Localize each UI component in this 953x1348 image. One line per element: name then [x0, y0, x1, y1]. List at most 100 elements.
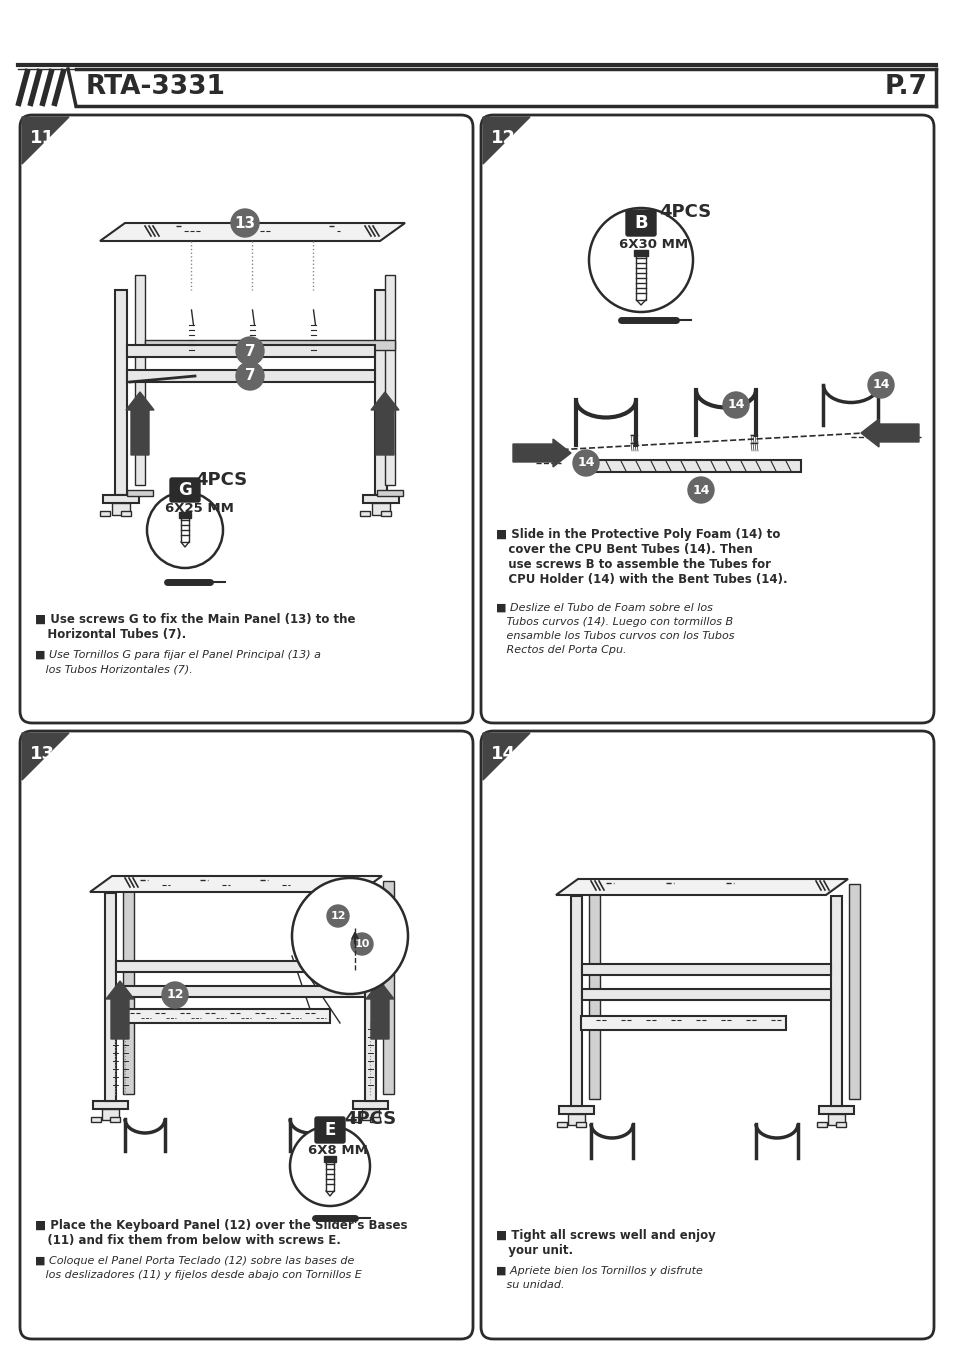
Polygon shape — [556, 879, 847, 895]
Text: ■ Deslize el Tubo de Foam sobre el los: ■ Deslize el Tubo de Foam sobre el los — [496, 603, 712, 613]
Text: Tubos curvos (14). Luego con tormillos B: Tubos curvos (14). Luego con tormillos B — [496, 617, 732, 627]
Bar — [567, 1113, 584, 1126]
Text: ■ Slide in the Protective Poly Foam (14) to: ■ Slide in the Protective Poly Foam (14)… — [496, 528, 780, 541]
Bar — [581, 989, 830, 1000]
Bar — [121, 511, 131, 516]
Text: (11) and fix them from below with screws E.: (11) and fix them from below with screws… — [35, 1233, 340, 1247]
Text: ■ Use screws G to fix the Main Panel (13) to the: ■ Use screws G to fix the Main Panel (13… — [35, 613, 355, 625]
FancyBboxPatch shape — [314, 1117, 345, 1143]
Bar — [135, 275, 145, 485]
Circle shape — [687, 477, 713, 503]
Text: Rectos del Porta Cpu.: Rectos del Porta Cpu. — [496, 644, 626, 655]
Text: 14: 14 — [871, 379, 889, 391]
Bar — [145, 340, 395, 350]
FancyBboxPatch shape — [625, 210, 656, 236]
Bar — [588, 884, 599, 1099]
Bar — [116, 961, 365, 972]
Circle shape — [231, 209, 258, 237]
Text: 7: 7 — [244, 344, 255, 359]
Bar — [558, 1105, 594, 1113]
Bar — [359, 511, 370, 516]
Bar — [370, 1117, 379, 1122]
Text: su unidad.: su unidad. — [496, 1281, 564, 1290]
FancyBboxPatch shape — [20, 731, 473, 1339]
Text: B: B — [634, 214, 647, 232]
Text: 12: 12 — [491, 129, 516, 147]
Bar — [634, 249, 647, 256]
Bar — [127, 369, 375, 381]
Text: 14: 14 — [726, 399, 744, 411]
Text: 7: 7 — [244, 368, 255, 383]
Circle shape — [290, 1126, 370, 1206]
Text: 14: 14 — [491, 745, 516, 763]
Bar — [365, 892, 375, 1101]
Text: 4PCS: 4PCS — [659, 204, 711, 221]
Bar — [382, 882, 394, 1095]
Bar — [110, 1117, 120, 1122]
Bar — [127, 345, 375, 357]
Bar — [835, 1122, 845, 1127]
Circle shape — [235, 363, 264, 390]
Text: RTA-3331: RTA-3331 — [86, 74, 226, 101]
Bar — [112, 503, 130, 515]
Bar — [115, 1010, 330, 1023]
Bar — [103, 495, 139, 503]
Text: ■ Use Tornillos G para fijar el Panel Principal (13) a: ■ Use Tornillos G para fijar el Panel Pr… — [35, 650, 320, 661]
Bar — [848, 884, 859, 1099]
Text: 13: 13 — [30, 745, 55, 763]
Polygon shape — [482, 117, 530, 164]
Text: 12: 12 — [330, 911, 345, 921]
Polygon shape — [100, 222, 405, 241]
Circle shape — [147, 492, 223, 568]
Bar — [557, 1122, 566, 1127]
Circle shape — [162, 981, 188, 1008]
Bar — [385, 275, 395, 485]
Bar — [91, 1117, 101, 1122]
FancyArrow shape — [513, 439, 571, 466]
Text: ■ Place the Keyboard Panel (12) over the Slider's Bases: ■ Place the Keyboard Panel (12) over the… — [35, 1219, 407, 1232]
Circle shape — [327, 905, 349, 927]
Text: los Tubos Horizontales (7).: los Tubos Horizontales (7). — [35, 665, 193, 674]
Bar — [576, 1122, 585, 1127]
Bar — [324, 1157, 335, 1162]
Bar — [361, 1109, 378, 1120]
Circle shape — [235, 337, 264, 365]
FancyBboxPatch shape — [20, 115, 473, 723]
FancyBboxPatch shape — [480, 115, 933, 723]
FancyBboxPatch shape — [170, 479, 200, 501]
FancyArrow shape — [106, 981, 133, 1039]
Circle shape — [867, 372, 893, 398]
Bar — [830, 896, 841, 1105]
Bar — [580, 460, 801, 472]
Bar — [76, 69, 934, 106]
Text: 14: 14 — [577, 457, 594, 469]
FancyArrow shape — [366, 981, 394, 1039]
Bar — [116, 985, 365, 998]
FancyArrow shape — [126, 392, 153, 456]
Text: 6X30 MM: 6X30 MM — [618, 239, 687, 251]
Bar — [115, 290, 127, 495]
Circle shape — [722, 392, 748, 418]
Bar — [179, 512, 191, 518]
Text: Horizontal Tubes (7).: Horizontal Tubes (7). — [35, 628, 186, 642]
Polygon shape — [482, 733, 530, 780]
Bar — [102, 1109, 119, 1120]
FancyArrow shape — [371, 392, 398, 456]
Bar — [372, 503, 390, 515]
Bar — [376, 491, 402, 496]
Circle shape — [573, 450, 598, 476]
Bar — [375, 290, 387, 495]
Text: 11: 11 — [30, 129, 55, 147]
Text: E: E — [324, 1122, 335, 1139]
Bar — [581, 964, 830, 975]
Text: P.7: P.7 — [884, 74, 927, 101]
Bar — [363, 495, 398, 503]
Text: cover the CPU Bent Tubes (14). Then: cover the CPU Bent Tubes (14). Then — [496, 543, 752, 555]
Bar — [351, 1117, 360, 1122]
Bar — [380, 511, 391, 516]
Text: 6X25 MM: 6X25 MM — [165, 501, 233, 515]
Text: los deslizadores (11) y fijelos desde abajo con Tornillos E: los deslizadores (11) y fijelos desde ab… — [35, 1270, 361, 1281]
Bar — [100, 511, 110, 516]
Text: 6X8 MM: 6X8 MM — [308, 1144, 368, 1157]
Bar — [127, 491, 152, 496]
